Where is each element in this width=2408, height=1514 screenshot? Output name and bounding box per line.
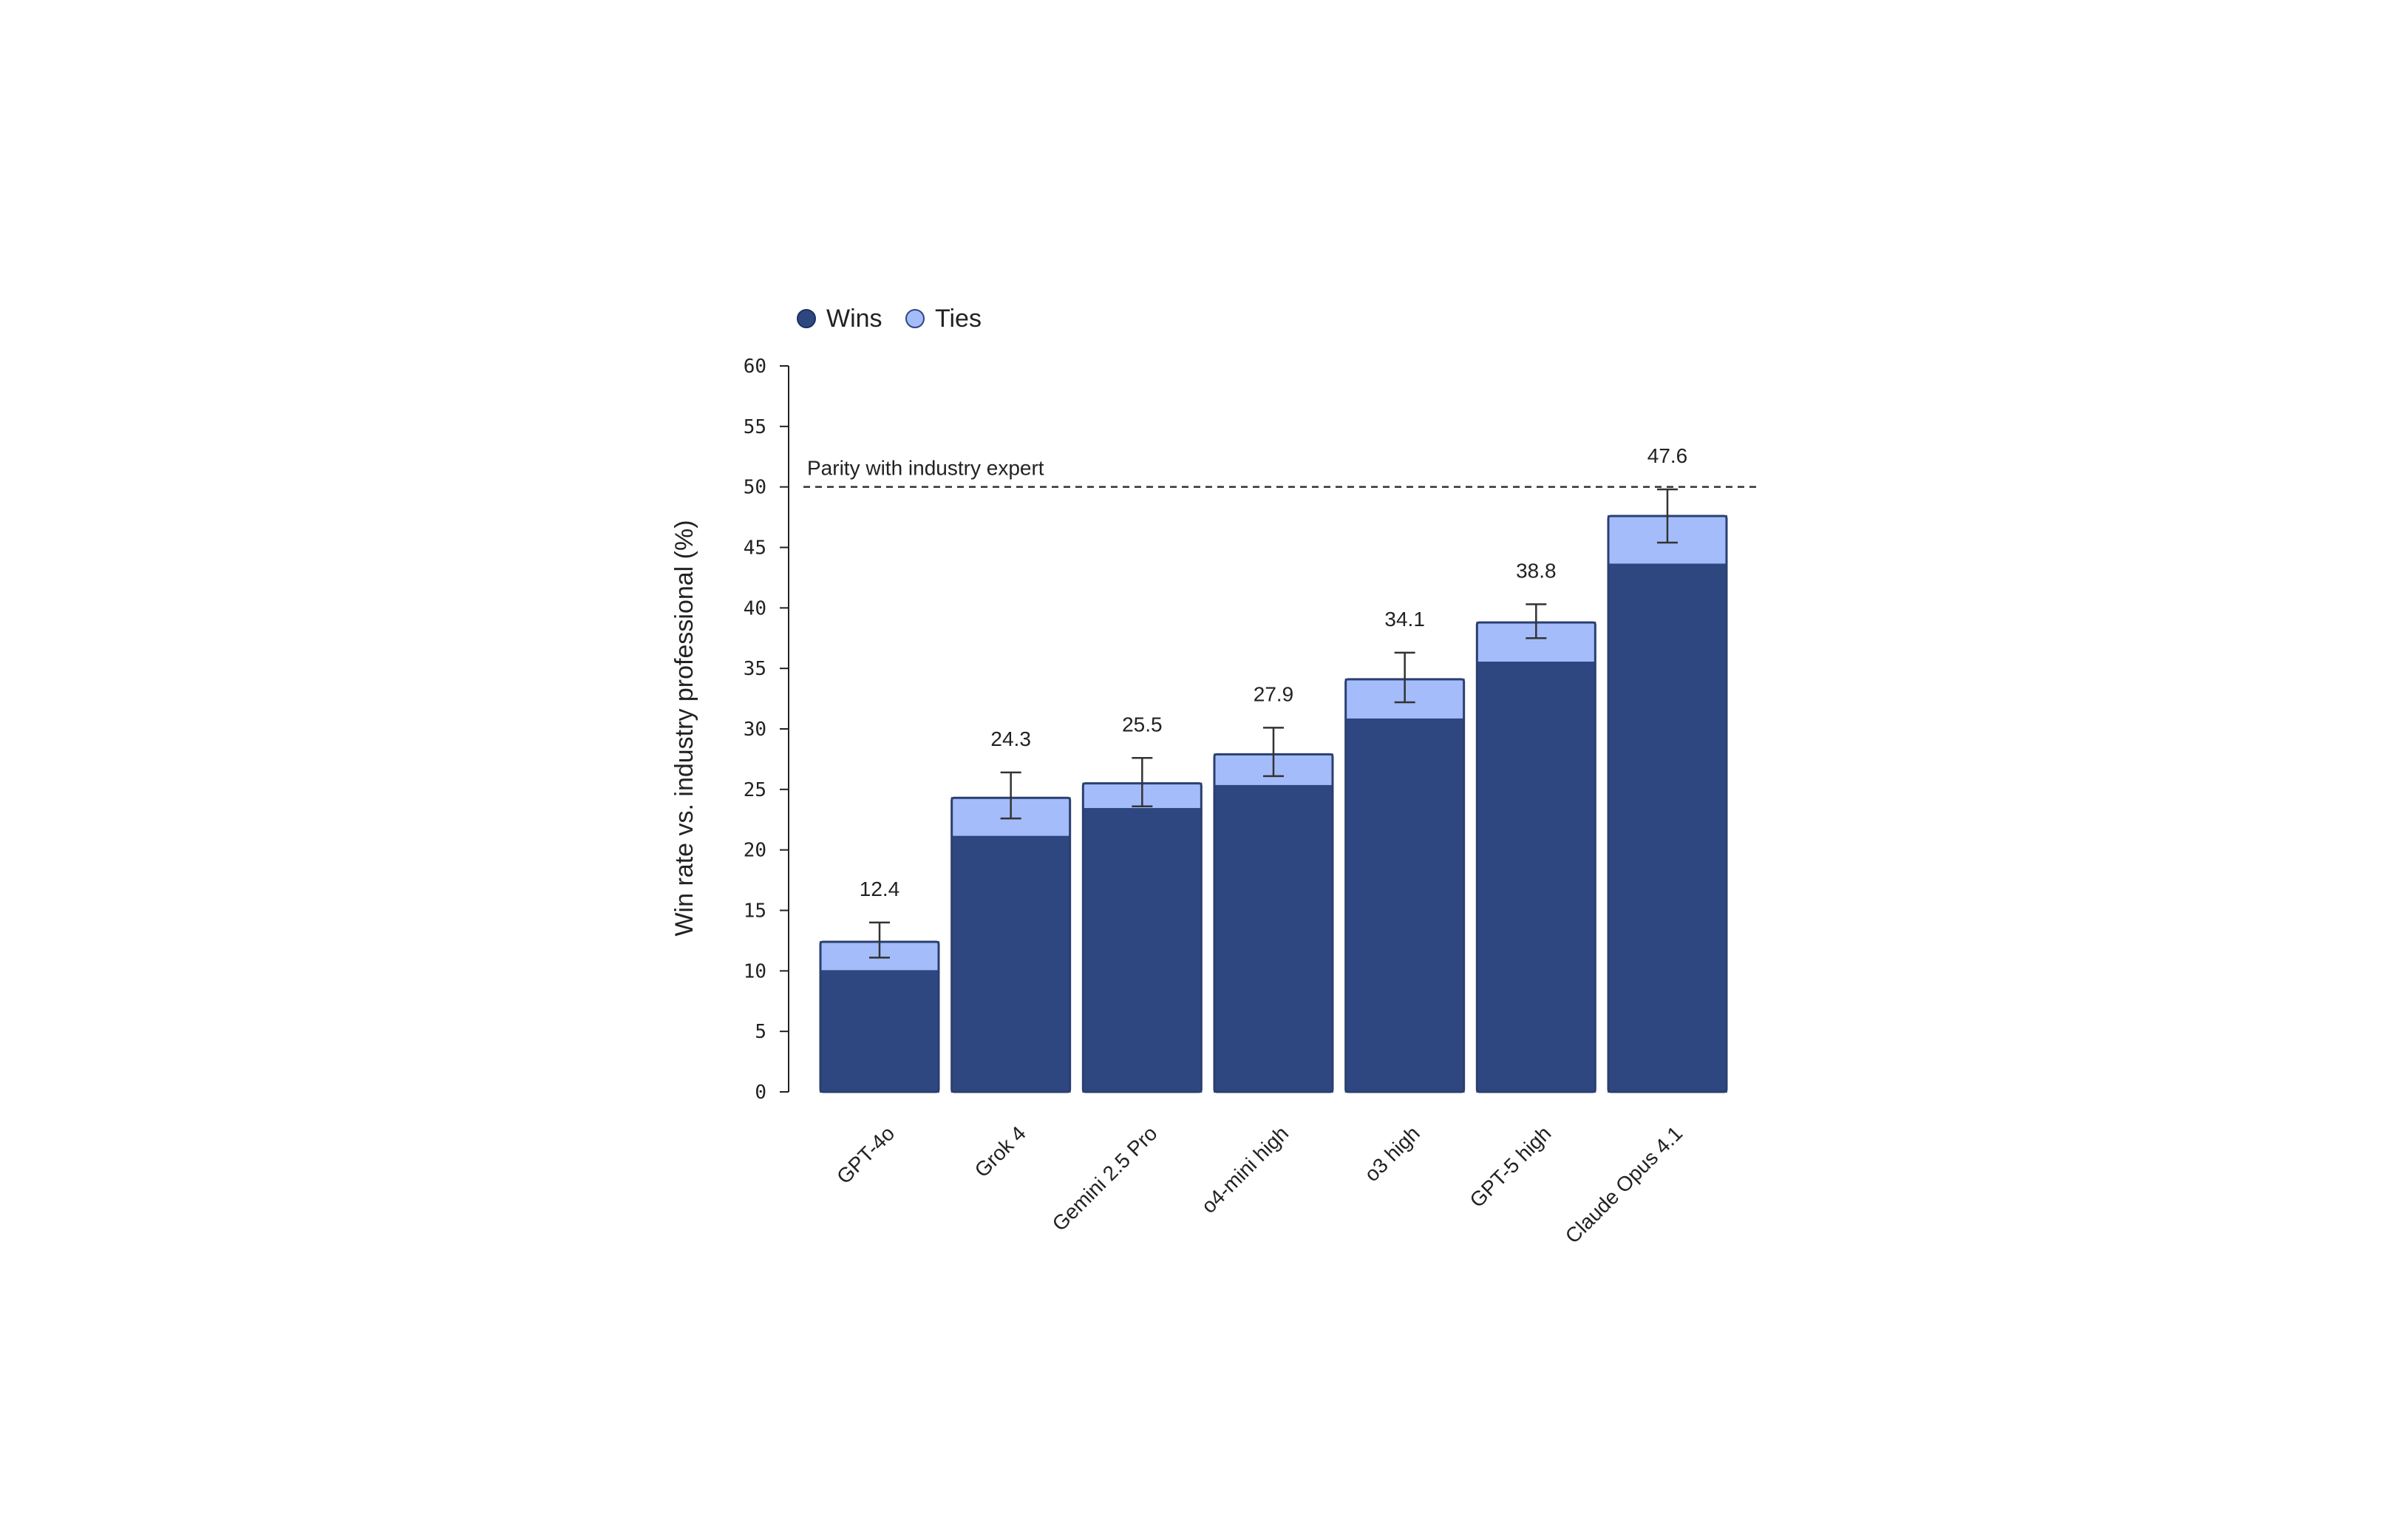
value-label-gpt-5-high: 38.8 xyxy=(1516,559,1557,582)
error-bar-o3-high xyxy=(1394,651,1415,704)
error-bar-o4-mini-high xyxy=(1263,727,1284,778)
parity-label: Parity with industry expert xyxy=(807,457,1044,480)
y-tick-label-4: 20 xyxy=(744,840,766,862)
legend-ties-label: Ties xyxy=(935,305,982,333)
x-tick-label-o3-high: o3 high xyxy=(1360,1121,1424,1186)
x-tick-label-gpt-4o: GPT-4o xyxy=(832,1121,899,1188)
bar-group-gemini-2-5-pro xyxy=(1081,782,1203,1093)
y-tick-label-12: 60 xyxy=(744,356,766,378)
bar-wins-o3-high xyxy=(1344,718,1465,1093)
legend: Wins Ties xyxy=(797,305,982,333)
bar-wins-claude-opus-4-1 xyxy=(1608,563,1727,1093)
value-label-gemini-2-5-pro: 25.5 xyxy=(1122,713,1163,736)
value-label-o4-mini-high: 27.9 xyxy=(1254,682,1294,705)
bar-group-gpt-5-high xyxy=(1475,621,1596,1093)
x-tick-label-claude-opus-4-1: Claude Opus 4.1 xyxy=(1561,1121,1687,1248)
y-tick-label-7: 35 xyxy=(744,658,766,680)
y-tick-label-2: 10 xyxy=(744,960,766,982)
x-tick-label-gpt-5-high: GPT-5 high xyxy=(1466,1121,1556,1212)
error-bar-claude-opus-4-1 xyxy=(1657,488,1678,544)
x-tick-label-o4-mini-high: o4-mini high xyxy=(1197,1121,1293,1218)
error-bar-grok-4 xyxy=(1000,771,1021,820)
x-tick-label-grok-4: Grok 4 xyxy=(970,1121,1030,1181)
y-tick-label-9: 45 xyxy=(744,537,766,560)
category-labels: GPT-4o Grok 4 Gemini 2.5 Pro o4-mini high o3… xyxy=(832,1121,1687,1248)
axes: 0 5 10 15 20 25 30 35 40 45 50 55 60 xyxy=(744,356,789,1104)
y-tick-label-10: 50 xyxy=(744,477,766,499)
error-bar-gemini-2-5-pro xyxy=(1132,757,1153,807)
bar-group-grok-4 xyxy=(950,796,1072,1093)
y-tick-label-1: 5 xyxy=(755,1021,766,1043)
value-labels: 12.4 24.3 25.5 27.9 34.1 38.8 47.6 xyxy=(860,444,1688,900)
x-tick-label-gemini-2-5-pro: Gemini 2.5 Pro xyxy=(1048,1121,1162,1235)
value-label-grok-4: 24.3 xyxy=(990,727,1031,750)
bar-group-o4-mini-high xyxy=(1213,753,1334,1093)
value-label-gpt-4o: 12.4 xyxy=(860,877,900,900)
y-tick-label-11: 55 xyxy=(744,416,766,438)
y-tick-label-3: 15 xyxy=(744,900,766,923)
error-bar-gpt-5-high xyxy=(1526,603,1547,639)
value-label-o3-high: 34.1 xyxy=(1384,608,1425,631)
bar-wins-o4-mini-high xyxy=(1214,784,1333,1093)
bar-wins-gemini-2-5-pro xyxy=(1082,808,1203,1093)
y-tick-label-0: 0 xyxy=(755,1082,766,1104)
y-tick-label-8: 40 xyxy=(744,597,766,619)
bar-group-claude-opus-4-1 xyxy=(1607,515,1728,1093)
legend-ties-marker xyxy=(905,309,925,328)
error-bar-gpt-4o xyxy=(869,921,890,959)
y-axis-label: Win rate vs. industry professional (%) xyxy=(670,520,698,936)
legend-wins-label: Wins xyxy=(826,305,882,333)
legend-wins-marker xyxy=(797,309,816,328)
error-bars xyxy=(869,488,1678,959)
bars xyxy=(819,515,1728,1093)
bar-wins-grok-4 xyxy=(950,835,1071,1093)
bar-group-gpt-4o xyxy=(819,940,940,1093)
y-tick-label-5: 25 xyxy=(744,779,766,801)
bar-wins-gpt-5-high xyxy=(1476,661,1596,1093)
bar-wins-gpt-4o xyxy=(820,970,939,1093)
y-tick-label-6: 30 xyxy=(744,719,766,741)
value-label-claude-opus-4-1: 47.6 xyxy=(1647,444,1688,467)
reference-line: Parity with industry expert xyxy=(803,457,1759,488)
bar-group-o3-high xyxy=(1344,678,1466,1093)
